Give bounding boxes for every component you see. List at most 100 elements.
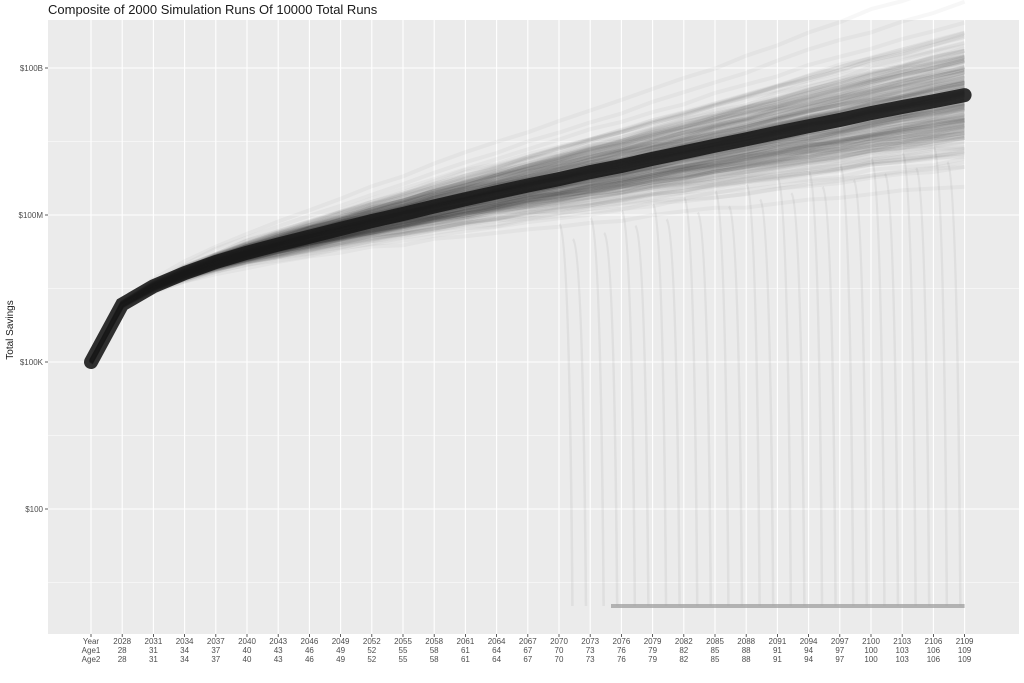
x-tick-label: 37	[211, 646, 220, 655]
depleted-run-line	[696, 211, 712, 606]
x-tick-label: 2043	[269, 637, 287, 646]
y-tick-label: $100K	[20, 358, 44, 367]
x-tick-label: 2034	[176, 637, 194, 646]
x-tick-label: 88	[742, 655, 751, 664]
x-tick-label: 109	[958, 655, 972, 664]
x-tick-label: 2100	[862, 637, 880, 646]
x-tick-label: 2103	[893, 637, 911, 646]
x-tick-label: 76	[617, 646, 626, 655]
x-tick-label: 34	[180, 646, 189, 655]
x-tick-label: 2052	[363, 637, 381, 646]
x-tick-label: 109	[958, 646, 972, 655]
x-tick-label: 52	[367, 655, 376, 664]
depleted-run-line	[603, 232, 619, 606]
depleted-run-line	[683, 196, 699, 606]
depleted-run-line	[946, 161, 962, 606]
x-row-label: Age1	[82, 646, 101, 655]
x-tick-label: 2109	[956, 637, 974, 646]
x-tick-label: 40	[243, 646, 252, 655]
x-tick-label: 85	[711, 646, 720, 655]
x-tick-label: 2031	[145, 637, 163, 646]
y-tick-label: $100B	[20, 64, 43, 73]
x-tick-label: 2088	[737, 637, 755, 646]
x-tick-label: 76	[617, 655, 626, 664]
x-tick-label: 2079	[644, 637, 662, 646]
depleted-run-line	[745, 183, 761, 606]
x-tick-label: 73	[586, 655, 595, 664]
x-tick-label: 28	[118, 646, 127, 655]
depleted-run-line	[589, 217, 605, 606]
x-tick-label: 103	[896, 655, 910, 664]
x-tick-label: 100	[864, 655, 878, 664]
x-tick-label: 79	[648, 646, 657, 655]
x-tick-label: 46	[305, 646, 314, 655]
x-tick-label: 58	[430, 646, 439, 655]
x-tick-label: 94	[804, 646, 813, 655]
median-run-core	[84, 88, 972, 369]
x-tick-label: 2037	[207, 637, 225, 646]
x-row-label: Age2	[82, 655, 101, 664]
x-tick-label: 2046	[301, 637, 319, 646]
x-tick-label: 82	[679, 646, 688, 655]
x-tick-label: 55	[399, 646, 408, 655]
x-tick-label: 88	[742, 646, 751, 655]
y-tick-label: $100	[25, 505, 43, 514]
depleted-run-line	[665, 218, 681, 606]
depleted-run-line	[620, 209, 637, 606]
depleted-run-line	[821, 185, 837, 606]
depleted-run-line	[571, 238, 588, 606]
x-tick-label: 100	[864, 646, 878, 655]
x-tick-label: 106	[927, 646, 941, 655]
depleted-run-line	[651, 203, 668, 606]
x-tick-label: 61	[461, 646, 470, 655]
x-tick-label: 2070	[550, 637, 568, 646]
x-tick-label: 2106	[925, 637, 943, 646]
depleted-run-line	[870, 158, 886, 606]
series-band	[84, 88, 972, 608]
depleted-run-line	[776, 177, 793, 606]
x-tick-label: 2040	[238, 637, 256, 646]
x-tick-label: 2097	[831, 637, 849, 646]
x-tick-label: 46	[305, 655, 314, 664]
depleted-run-line	[839, 164, 855, 606]
x-tick-label: 2094	[800, 637, 818, 646]
x-tick-label: 2085	[706, 637, 724, 646]
x-tick-label: 40	[243, 655, 252, 664]
depleted-run-line	[915, 167, 931, 606]
x-tick-label: 97	[835, 655, 844, 664]
chart-title: Composite of 2000 Simulation Runs Of 100…	[48, 2, 378, 17]
x-tick-label: 61	[461, 655, 470, 664]
depleted-run-line	[852, 179, 868, 606]
x-tick-label: 79	[648, 655, 657, 664]
x-tick-label: 2061	[457, 637, 475, 646]
x-tick-label: 28	[118, 655, 127, 664]
x-tick-label: 2073	[581, 637, 599, 646]
x-tick-label: 55	[399, 655, 408, 664]
x-tick-label: 43	[274, 655, 283, 664]
x-tick-label: 67	[523, 655, 532, 664]
x-tick-label: 103	[896, 646, 910, 655]
x-tick-label: 37	[211, 655, 220, 664]
x-tick-label: 64	[492, 655, 501, 664]
depleted-run-line	[932, 146, 949, 606]
x-tick-label: 67	[523, 646, 532, 655]
x-tick-label: 85	[711, 655, 720, 664]
x-tick-label: 2076	[613, 637, 631, 646]
depleted-run-line	[901, 152, 917, 606]
x-tick-label: 91	[773, 655, 782, 664]
depleted-run-line	[727, 205, 744, 606]
depleted-run-line	[634, 224, 650, 606]
x-tick-label: 31	[149, 655, 158, 664]
x-tick-label: 58	[430, 655, 439, 664]
x-tick-label: 70	[555, 655, 564, 664]
x-tick-label: 34	[180, 655, 189, 664]
depleted-run-line	[759, 198, 775, 606]
x-tick-label: 97	[835, 646, 844, 655]
depleted-run-line	[807, 170, 824, 606]
axes: $100$100K$100M$100BYearAge1Age2202828282…	[19, 64, 975, 664]
x-tick-label: 2091	[769, 637, 787, 646]
depleted-run-line	[558, 223, 574, 606]
depleted-run-line	[883, 173, 900, 606]
x-tick-label: 91	[773, 646, 782, 655]
